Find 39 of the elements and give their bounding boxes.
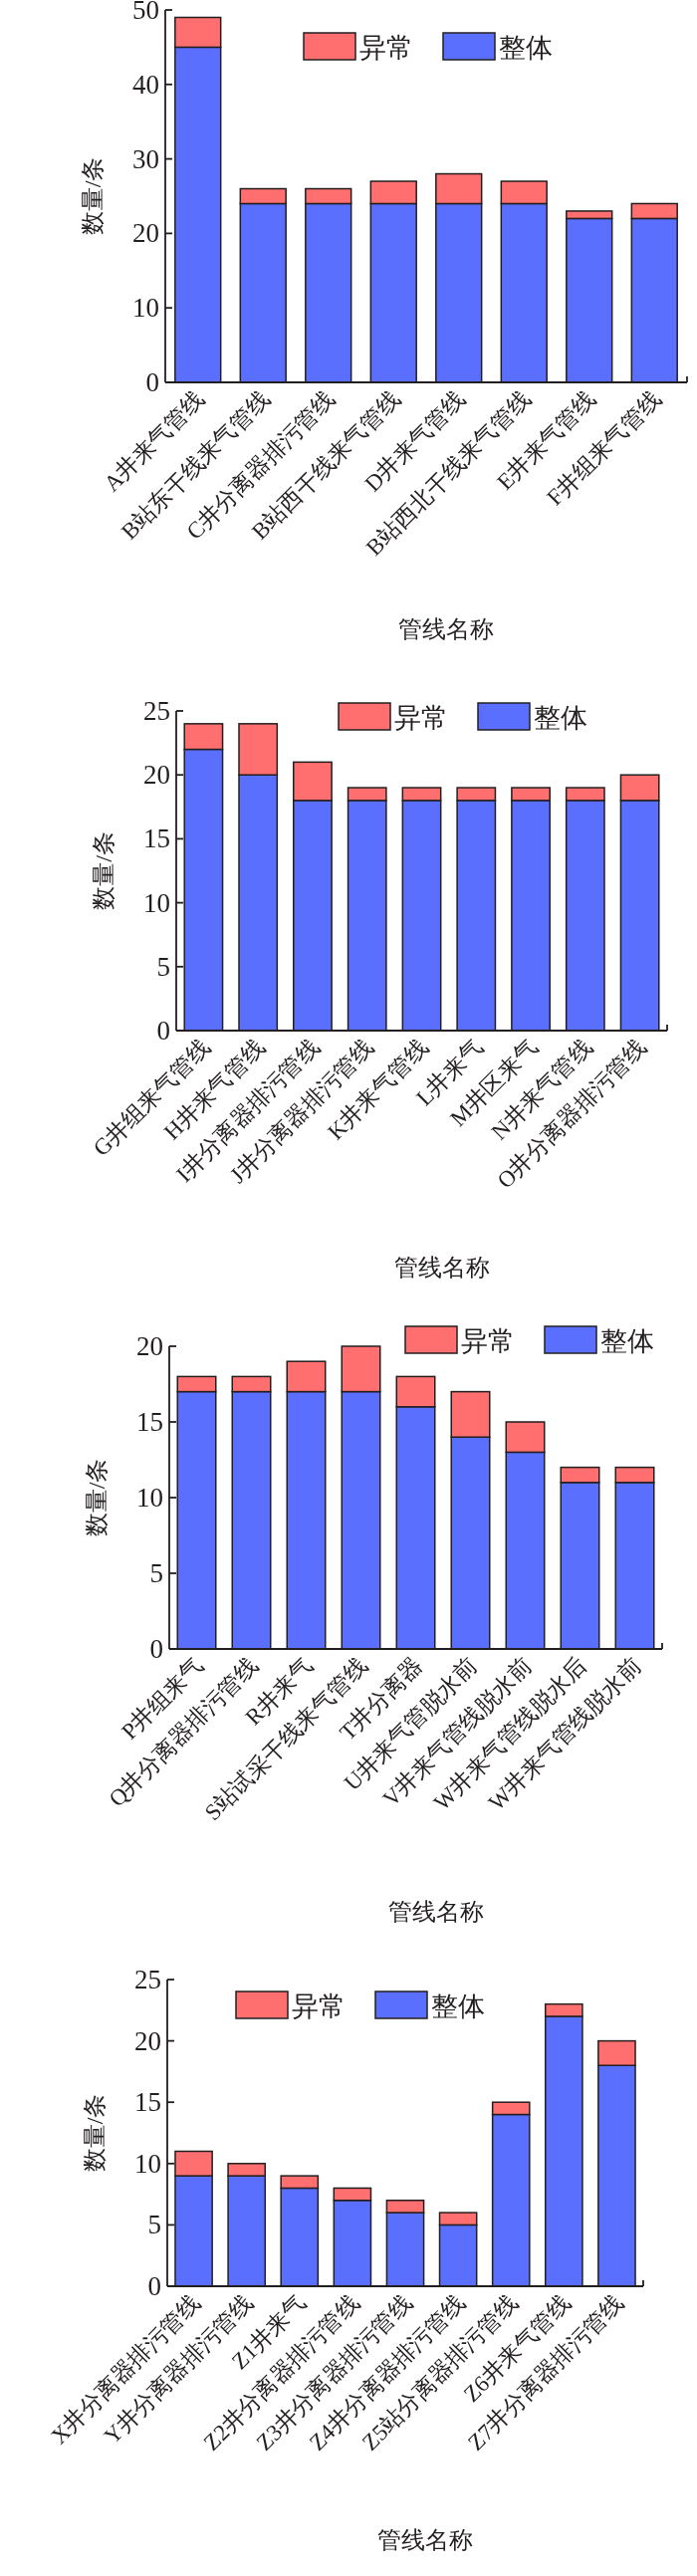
y-tick-label: 50 bbox=[132, 0, 159, 25]
y-tick-label: 30 bbox=[132, 143, 159, 174]
y-tick-label: 0 bbox=[147, 2271, 161, 2301]
y-tick-label: 20 bbox=[143, 760, 170, 791]
y-tick-label: 5 bbox=[156, 951, 170, 982]
legend-label: 异常 bbox=[394, 703, 448, 733]
y-tick-label: 10 bbox=[134, 2148, 161, 2179]
y-tick-label: 10 bbox=[132, 293, 159, 324]
legend-label: 异常 bbox=[359, 33, 413, 63]
y-tick-label: 25 bbox=[134, 1965, 161, 1994]
y-tick-label: 25 bbox=[143, 696, 170, 726]
y-tick-label: 0 bbox=[156, 1016, 170, 1046]
x-axis-title: 管线名称 bbox=[387, 1899, 484, 1925]
legend-label: 整体 bbox=[431, 1991, 485, 2021]
y-tick-label: 0 bbox=[145, 367, 159, 397]
y-tick-label: 10 bbox=[136, 1483, 163, 1513]
x-axis-title: 管线名称 bbox=[393, 1255, 490, 1281]
y-axis-title: 数量/条 bbox=[84, 1458, 110, 1537]
y-tick-label: 20 bbox=[132, 218, 159, 249]
y-axis-title: 数量/条 bbox=[82, 2093, 108, 2173]
y-tick-label: 20 bbox=[134, 2025, 161, 2056]
y-tick-label: 20 bbox=[136, 1331, 163, 1361]
y-tick-label: 40 bbox=[132, 69, 159, 100]
y-tick-label: 15 bbox=[143, 823, 170, 854]
legend-label: 异常 bbox=[292, 1991, 346, 2021]
y-axis-title: 数量/条 bbox=[91, 831, 116, 910]
y-tick-label: 10 bbox=[143, 887, 170, 918]
x-axis-title: 管线名称 bbox=[398, 616, 494, 642]
y-tick-label: 5 bbox=[147, 2210, 161, 2240]
legend-label: 异常 bbox=[461, 1326, 515, 1356]
y-tick-label: 5 bbox=[149, 1558, 163, 1588]
y-axis-title: 数量/条 bbox=[80, 156, 106, 236]
y-tick-label: 15 bbox=[136, 1407, 163, 1437]
y-tick-label: 0 bbox=[149, 1634, 163, 1664]
x-axis-title: 管线名称 bbox=[377, 2527, 473, 2553]
y-tick-label: 15 bbox=[134, 2087, 161, 2118]
legend-label: 整体 bbox=[534, 703, 587, 733]
legend-label: 整体 bbox=[600, 1326, 654, 1356]
legend-label: 整体 bbox=[499, 33, 553, 63]
